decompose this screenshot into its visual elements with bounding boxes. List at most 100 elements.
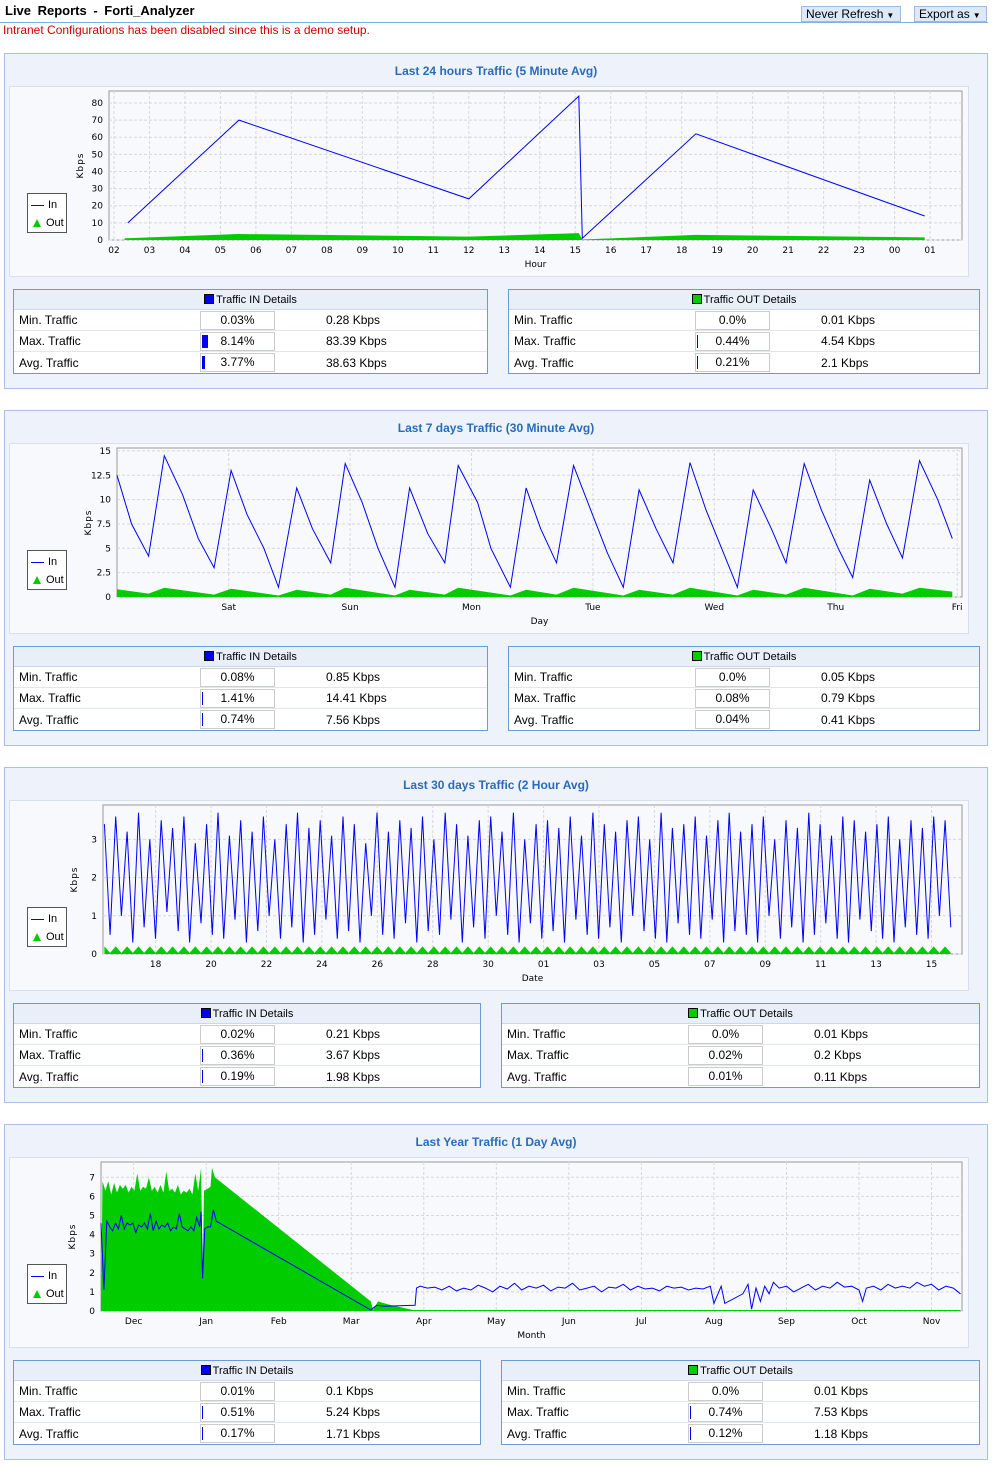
- legend-item-out: Out: [31, 214, 66, 232]
- rate-value: 0.2 Kbps: [814, 1048, 862, 1062]
- rate-value: 0.1 Kbps: [326, 1384, 374, 1398]
- table-row: Avg. Traffic 0.17% 1.71 Kbps: [14, 1423, 480, 1444]
- rate-value: 0.28 Kbps: [326, 313, 381, 327]
- line-icon: [31, 1275, 44, 1277]
- row-label: Avg. Traffic: [514, 712, 574, 727]
- row-label: Max. Traffic: [507, 1048, 569, 1062]
- legend-item-out: Out: [31, 928, 66, 946]
- traffic-in-details-table: Traffic IN Details Min. Traffic 0.02% 0.21 …: [13, 1003, 481, 1088]
- y-tick-label: 0: [105, 593, 111, 603]
- out-traffic-area: [104, 946, 951, 954]
- page-title: Live Reports - Forti_Analyzer: [5, 3, 195, 18]
- percent-bar: [690, 1405, 691, 1419]
- y-tick-label: 0: [89, 1307, 95, 1317]
- chart-svg: 0 2.5 5 7.5 10 12.5 15 Sat Sun Mon Tue Wed Thu Fri Day…: [84, 447, 963, 627]
- traffic-out-details-table: Traffic OUT Details Min. Traffic 0.0% 0.05 …: [508, 646, 980, 731]
- color-swatch-icon: [691, 651, 702, 661]
- legend-in-label: In: [48, 1270, 58, 1282]
- table-row: Min. Traffic 0.0% 0.01 Kbps: [502, 1381, 979, 1402]
- percent-cell: 0.0%: [695, 667, 770, 687]
- line-icon: [31, 918, 44, 920]
- x-tick-label: Jun: [561, 1317, 576, 1327]
- row-label: Min. Traffic: [514, 670, 573, 684]
- panel-title: Last 30 days Traffic (2 Hour Avg): [403, 778, 589, 792]
- rate-value: 1.98 Kbps: [326, 1069, 381, 1084]
- x-tick-label: Feb: [271, 1317, 287, 1327]
- x-tick-label: 01: [538, 960, 549, 970]
- rate-value: 7.56 Kbps: [326, 712, 381, 727]
- color-swatch-icon: [200, 1008, 211, 1018]
- percent-cell: 0.04%: [695, 710, 770, 729]
- row-label: Max. Traffic: [514, 334, 576, 348]
- export-dropdown[interactable]: Export as ▼: [914, 6, 987, 22]
- y-tick-label: 12.5: [91, 471, 111, 481]
- y-tick-label: 2.5: [97, 569, 111, 579]
- table-row: Avg. Traffic 0.74% 7.56 Kbps: [14, 709, 487, 730]
- y-tick-label: 70: [92, 116, 104, 126]
- x-axis-title: Day: [531, 617, 549, 627]
- percent-cell: 0.03%: [200, 310, 275, 330]
- table-row: Max. Traffic 1.41% 14.41 Kbps: [14, 688, 487, 709]
- percent-bar: [202, 691, 204, 705]
- x-tick-label: 22: [818, 246, 829, 256]
- y-axis-title: Kbps: [70, 866, 80, 892]
- area-icon: [33, 1290, 41, 1298]
- table-title: Traffic IN Details: [212, 1365, 294, 1377]
- color-swatch-icon: [688, 1365, 699, 1375]
- table-row: Min. Traffic 0.0% 0.01 Kbps: [509, 310, 979, 331]
- x-tick-label: 02: [108, 246, 119, 256]
- percent-value: 0.0%: [718, 669, 747, 684]
- x-tick-label: 21: [782, 246, 793, 256]
- table-title: Traffic IN Details: [216, 294, 297, 306]
- caret-down-icon: ▼: [972, 11, 981, 20]
- y-tick-label: 50: [92, 150, 104, 160]
- row-label: Max. Traffic: [507, 1405, 569, 1419]
- percent-cell: 8.14%: [200, 331, 275, 351]
- row-label: Avg. Traffic: [19, 712, 79, 727]
- rate-value: 4.54 Kbps: [821, 334, 876, 348]
- y-tick-label: 5: [89, 1211, 95, 1221]
- percent-value: 0.12%: [708, 1426, 743, 1440]
- x-tick-label: Sep: [778, 1317, 795, 1327]
- table-row: Max. Traffic 8.14% 83.39 Kbps: [14, 331, 487, 352]
- rate-value: 7.53 Kbps: [814, 1405, 869, 1419]
- x-tick-label: Thu: [826, 603, 844, 613]
- y-tick-label: 10: [100, 496, 112, 506]
- percent-cell: 0.74%: [688, 1402, 763, 1422]
- x-tick-label: 22: [261, 960, 272, 970]
- percent-cell: 0.44%: [695, 331, 770, 351]
- x-tick-label: 15: [570, 246, 581, 256]
- page-header: Live Reports - Forti_Analyzer Never Refr…: [0, 0, 988, 23]
- x-tick-label: 12: [463, 246, 474, 256]
- rate-value: 1.71 Kbps: [326, 1426, 381, 1441]
- x-tick-label: 16: [605, 246, 617, 256]
- row-label: Min. Traffic: [507, 1384, 566, 1398]
- refresh-dropdown[interactable]: Never Refresh ▼: [801, 6, 901, 22]
- percent-cell: 0.0%: [688, 1381, 763, 1401]
- x-tick-label: Jul: [635, 1317, 647, 1327]
- x-tick-label: 23: [853, 246, 864, 256]
- in-traffic-line: [127, 94, 925, 240]
- x-tick-label: Nov: [923, 1317, 941, 1327]
- percent-cell: 0.74%: [200, 710, 275, 729]
- x-tick-label: Oct: [851, 1317, 867, 1327]
- table-row: Max. Traffic 0.02% 0.2 Kbps: [502, 1045, 979, 1066]
- y-tick-label: 4: [89, 1231, 95, 1241]
- percent-value: 0.0%: [718, 312, 747, 327]
- plot-area: [108, 90, 963, 241]
- traffic-panel: Last Year Traffic (1 Day Avg) 0 1 2 3 4 5 6 7 De…: [4, 1124, 988, 1460]
- x-tick-label: Fri: [952, 603, 963, 613]
- y-tick-label: 2: [89, 1269, 95, 1279]
- row-label: Max. Traffic: [514, 691, 576, 705]
- x-tick-label: 18: [150, 960, 162, 970]
- area-icon: [33, 576, 41, 584]
- percent-cell: 0.36%: [200, 1045, 275, 1065]
- y-tick-label: 20: [92, 202, 104, 212]
- percent-cell: 0.08%: [200, 667, 275, 687]
- in-traffic-line: [100, 1209, 961, 1311]
- x-tick-label: 03: [593, 960, 604, 970]
- percent-value: 0.08%: [715, 690, 750, 705]
- table-title: Traffic OUT Details: [700, 1365, 793, 1377]
- rate-value: 0.21 Kbps: [326, 1027, 381, 1041]
